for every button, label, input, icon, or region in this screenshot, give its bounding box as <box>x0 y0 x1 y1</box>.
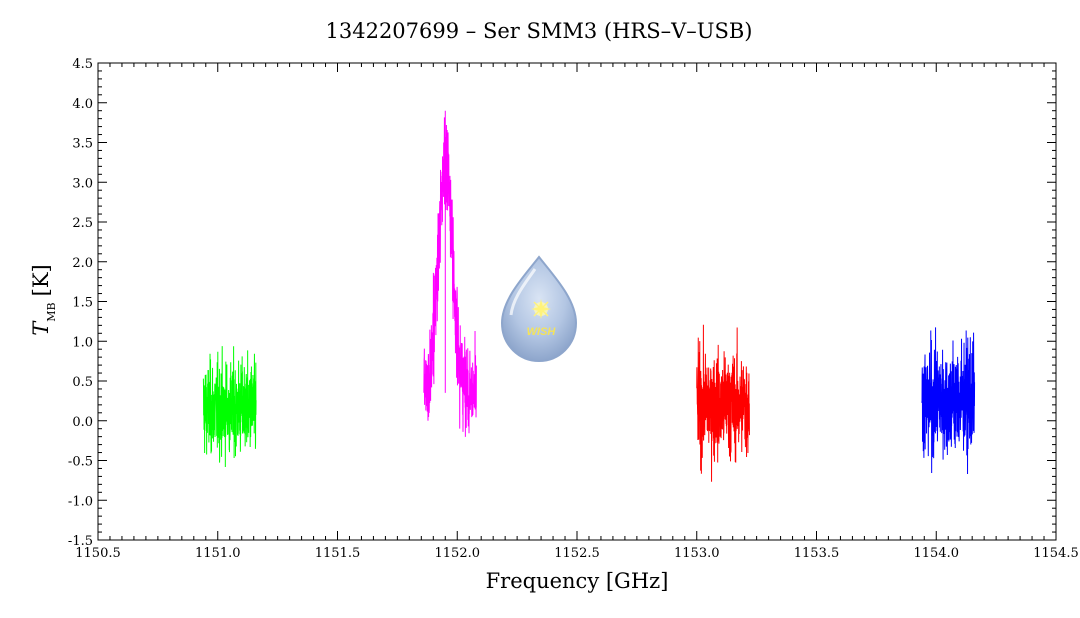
y-tick-label: 0.5 <box>72 375 93 390</box>
y-tick-label: 4.0 <box>72 97 93 112</box>
chart-title: 1342207699 – Ser SMM3 (HRS–V–USB) <box>326 19 753 43</box>
x-tick-label: 1152.5 <box>554 546 600 561</box>
x-tick-label: 1151.0 <box>195 546 241 561</box>
x-tick-label: 1153.0 <box>674 546 720 561</box>
y-tick-label: 2.5 <box>72 216 93 231</box>
tick-labels: 1150.5 1151.0 1151.5 1152.0 1152.5 1153.0 1153… <box>68 57 1079 561</box>
wish-logo: WISH <box>500 255 578 363</box>
y-tick-label: 2.0 <box>72 256 93 271</box>
y-tick-label: 4.5 <box>72 57 93 72</box>
svg-text:TMB[K]: TMB [K] <box>29 264 58 335</box>
star-icon <box>531 299 551 319</box>
x-tick-label: 1152.0 <box>435 546 481 561</box>
logo-text: WISH <box>527 326 557 338</box>
x-tick-label: 1154.5 <box>1033 546 1079 561</box>
x-axis-title: Frequency [GHz] <box>486 569 669 593</box>
y-tick-label: -1.0 <box>68 494 93 509</box>
series-line-2 <box>423 110 477 437</box>
y-axis-title: TMB [K] <box>29 264 58 335</box>
plot-frame <box>97 62 1057 541</box>
y-tick-label: -1.5 <box>68 534 93 549</box>
y-tick-label: 0.0 <box>72 415 93 430</box>
x-tick-label: 1153.5 <box>794 546 840 561</box>
y-axis-symbol: T <box>29 320 53 336</box>
y-tick-label: 1.0 <box>72 335 93 350</box>
axis-layer <box>97 62 1057 541</box>
x-tick-label: 1151.5 <box>315 546 361 561</box>
y-axis-unit: [K] <box>29 264 53 296</box>
y-tick-label: 1.5 <box>72 296 93 311</box>
y-tick-label: -0.5 <box>68 455 93 470</box>
series-layer <box>202 110 976 482</box>
series-line-4 <box>921 327 976 475</box>
series-line-1 <box>202 346 257 467</box>
y-tick-label: 3.0 <box>72 176 93 191</box>
x-tick-label: 1150.5 <box>75 546 121 561</box>
drop-highlight <box>509 268 537 316</box>
x-tick-label: 1154.0 <box>914 546 960 561</box>
y-tick-label: 3.5 <box>72 137 93 152</box>
series-line-3 <box>696 324 750 482</box>
y-axis-subscript: MB <box>45 302 58 321</box>
